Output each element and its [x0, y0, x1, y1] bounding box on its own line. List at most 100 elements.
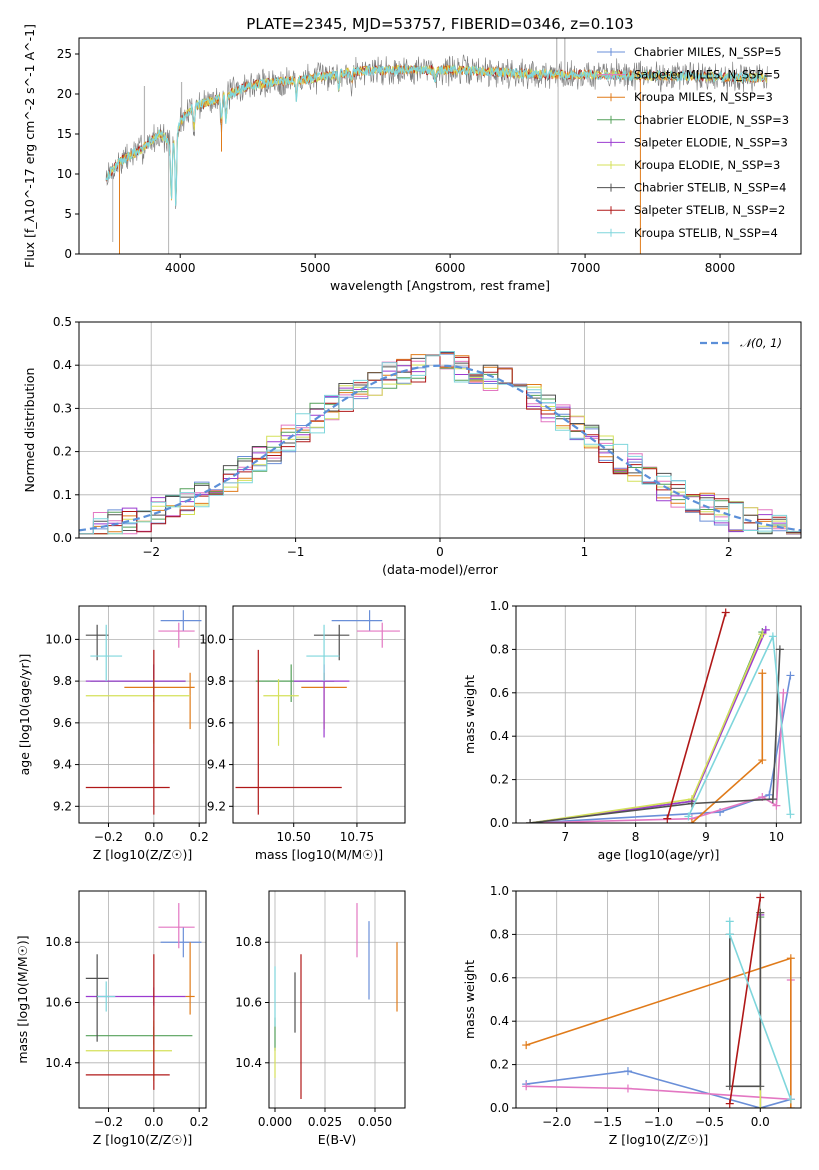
- y-tick-label: 1.0: [490, 884, 509, 898]
- model-spectrum: [105, 63, 768, 206]
- y-axis-label: mass weight: [462, 675, 477, 754]
- y-tick-label: 0.0: [53, 531, 72, 545]
- y-tick-label: 10.6: [235, 996, 262, 1010]
- series: [526, 608, 795, 823]
- weight-marker: [522, 1082, 531, 1091]
- spectrum-lines: [105, 38, 768, 254]
- legend-entry: Salpeter ELODIE, N_SSP=3: [634, 135, 788, 149]
- legend: 𝒩(0, 1): [700, 336, 782, 350]
- weight-marker: [768, 795, 777, 804]
- spectrum-panel: PLATE=2345, MJD=53757, FIBERID=0346, z=0…: [22, 15, 802, 293]
- ticks: −0.2 0.0 0.2 10.4 10.6 10.8: [45, 935, 208, 1129]
- model-spectrum: [105, 64, 768, 204]
- x-tick-label: 10.75: [340, 830, 374, 844]
- y-tick-label: 9.2: [53, 799, 72, 813]
- mass-vs-EBV-panel: 0.000 0.025 0.050 10.4 10.6 10.8 E(B-V): [235, 890, 406, 1147]
- age-vs-mass-panel: 10.50 10.75 9.2 9.4 9.6 9.8 10.0 mass [log10(M/…: [199, 605, 406, 862]
- histogram-kroupa-stelib: [79, 351, 801, 535]
- x-tick-label: 0.0: [144, 1115, 163, 1129]
- weight-marker: [786, 954, 795, 963]
- weight-marker: [779, 688, 788, 697]
- x-tick-label: −1.0: [644, 1115, 673, 1129]
- y-tick-label: 0.4: [490, 729, 509, 743]
- y-tick-label: 5: [64, 207, 72, 221]
- grid: [79, 606, 206, 823]
- y-tick-label: 9.8: [53, 674, 72, 688]
- x-tick-label: −0.2: [94, 1115, 123, 1129]
- x-tick-label: 0.025: [308, 1115, 342, 1129]
- x-tick-label: −0.2: [94, 830, 123, 844]
- y-tick-label: 0.8: [490, 642, 509, 656]
- y-tick-label: 0.1: [53, 488, 72, 502]
- y-tick-label: 9.6: [53, 716, 72, 730]
- y-tick-label: 10.4: [45, 1056, 72, 1070]
- ticks: 4000 5000 6000 7000 8000 0 5 10 15 20 25: [57, 47, 736, 275]
- y-tick-label: 9.8: [207, 674, 226, 688]
- residuals-panel: −2 −1 0 1 2 0.0 0.1 0.2 0.3 0.4 0.5 (data-model)/er…: [22, 315, 802, 577]
- age-vs-Z-panel: −0.2 0.0 0.2 9.2 9.4 9.6 9.8 10.0 Z [log10(Z/Z☉)…: [17, 605, 209, 862]
- weight-vs-age-panel: 7 8 9 10 0.0 0.2 0.4 0.6 0.8 1.0 age [log10(age/yr…: [462, 599, 802, 862]
- y-tick-label: 10.8: [45, 935, 72, 949]
- ticks: −2 −1 0 1 2 0.0 0.1 0.2 0.3 0.4 0.5: [53, 315, 733, 559]
- x-tick-label: 9: [702, 830, 710, 844]
- y-tick-label: 0.4: [490, 1014, 509, 1028]
- legend: Chabrier MILES, N_SSP=5 Salpeter MILES, N…: [597, 45, 789, 240]
- y-axis-label: mass [log10(M/M☉)]: [15, 935, 30, 1063]
- legend-entry: Kroupa STELIB, N_SSP=4: [634, 226, 778, 240]
- weight-marker: [786, 810, 795, 819]
- y-tick-label: 1.0: [490, 599, 509, 613]
- y-axis-label: Flux [f_λ10^-17 erg cm^-2 s^-1 A^-1]: [22, 24, 37, 268]
- points: [235, 610, 400, 815]
- weight-marker: [526, 819, 535, 823]
- x-tick-label: 7000: [570, 261, 601, 275]
- x-tick-label: 0.0: [144, 830, 163, 844]
- ticks: 0.000 0.025 0.050 10.4 10.6 10.8: [235, 935, 392, 1129]
- y-tick-label: 0.4: [53, 358, 72, 372]
- x-tick-label: 0.050: [358, 1115, 392, 1129]
- y-tick-label: 20: [57, 87, 72, 101]
- x-tick-label: 0.2: [190, 830, 209, 844]
- weight-marker: [756, 1104, 765, 1108]
- x-axis-label: mass [log10(M/M☉)]: [255, 847, 383, 862]
- y-axis-label: age [log10(age/yr)]: [17, 654, 32, 776]
- weight-vs-Z-panel: −2.0 −1.5 −1.0 −0.5 0.0 0.0 0.2 0.4 0.6 0.8 1.0 Z […: [462, 884, 802, 1147]
- weight-marker: [663, 814, 672, 823]
- grid: [269, 891, 405, 1108]
- y-tick-label: 0.3: [53, 401, 72, 415]
- weight-marker: [786, 671, 795, 680]
- y-tick-label: 10.4: [235, 1056, 262, 1070]
- weight-marker: [758, 669, 767, 678]
- grid: [516, 605, 801, 824]
- axes-frame: [515, 605, 802, 824]
- y-tick-label: 10: [57, 167, 72, 181]
- x-tick-label: −2: [142, 545, 160, 559]
- normal-curve: [79, 364, 801, 532]
- y-tick-label: 9.4: [53, 758, 72, 772]
- mass-vs-Z-panel: −0.2 0.0 0.2 10.4 10.6 10.8 Z [log10(Z/Z☉)] mas…: [15, 890, 209, 1147]
- y-tick-label: 0.6: [490, 686, 509, 700]
- y-tick-label: 0.0: [490, 1101, 509, 1115]
- x-axis-label: age [log10(age/yr)]: [598, 847, 720, 862]
- axes-frame: [515, 890, 802, 1109]
- x-tick-label: 0.2: [190, 1115, 209, 1129]
- weight-marker: [684, 812, 693, 821]
- y-tick-label: 25: [57, 47, 72, 61]
- y-axis-label: mass weight: [462, 960, 477, 1039]
- weight-marker: [768, 632, 777, 641]
- weight-marker: [756, 893, 765, 902]
- weight-marker: [725, 930, 734, 939]
- x-axis-label: Z [log10(Z/Z☉)]: [93, 1132, 193, 1147]
- x-tick-label: 4000: [165, 261, 196, 275]
- y-tick-label: 0.2: [53, 445, 72, 459]
- weight-line-chabrier-stelib: [729, 912, 762, 1088]
- y-axis-label: Normed distribution: [22, 368, 37, 493]
- x-tick-label: 2: [725, 545, 733, 559]
- y-tick-label: 9.2: [207, 799, 226, 813]
- histograms: [79, 351, 801, 535]
- y-tick-label: 10.0: [45, 632, 72, 646]
- x-tick-label: 10.50: [277, 830, 311, 844]
- ticks: 10.50 10.75 9.2 9.4 9.6 9.8 10.0: [199, 632, 374, 844]
- weight-marker: [786, 1104, 795, 1108]
- y-tick-label: 0.6: [490, 971, 509, 985]
